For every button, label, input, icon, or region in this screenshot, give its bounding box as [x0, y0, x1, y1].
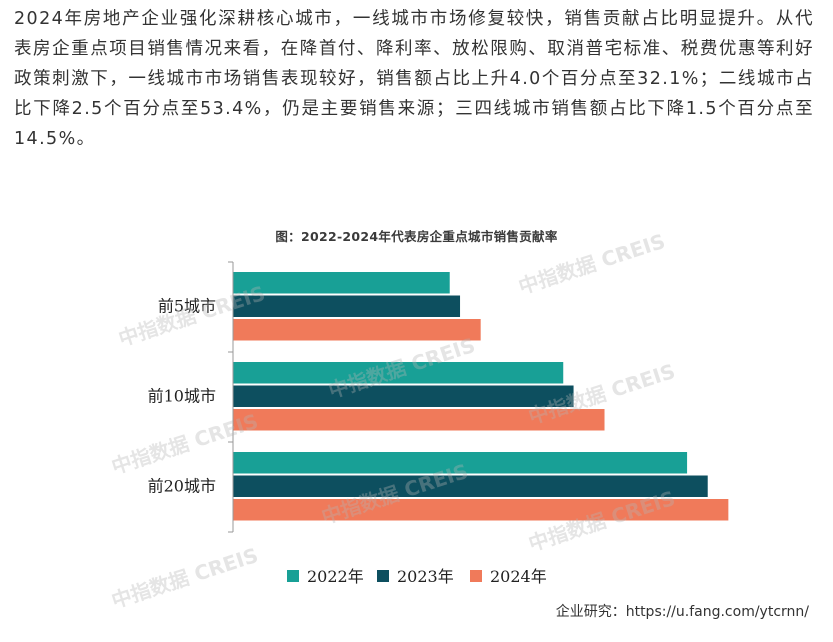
legend-swatch [287, 570, 299, 582]
bar-1-1 [233, 272, 450, 294]
bar-1-2 [233, 362, 564, 384]
bar-3-2 [233, 409, 605, 431]
source-footer: 企业研究：https://u.fang.com/ytcrnn/ [555, 604, 809, 620]
category-label: 前20城市 [148, 476, 216, 495]
bar-2-3 [233, 475, 708, 497]
bar-1-3 [233, 452, 688, 474]
article-paragraph: 2024年房地产企业强化深耕核心城市，一线城市市场修复较快，销售贡献占比明显提升… [14, 9, 814, 149]
legend-label: 2022年 [307, 567, 364, 586]
legend-swatch [470, 570, 482, 582]
legend-label: 2023年 [397, 567, 454, 586]
legend-swatch [377, 570, 389, 582]
chart-title: 图：2022-2024年代表房企重点城市销售贡献率 [275, 229, 558, 244]
bar-2-2 [233, 385, 574, 407]
category-label: 前5城市 [158, 296, 216, 315]
bar-3-1 [233, 319, 481, 341]
legend-label: 2024年 [490, 567, 547, 586]
bar-3-3 [233, 499, 729, 521]
category-label: 前10城市 [148, 386, 216, 405]
bar-2-1 [233, 295, 461, 317]
